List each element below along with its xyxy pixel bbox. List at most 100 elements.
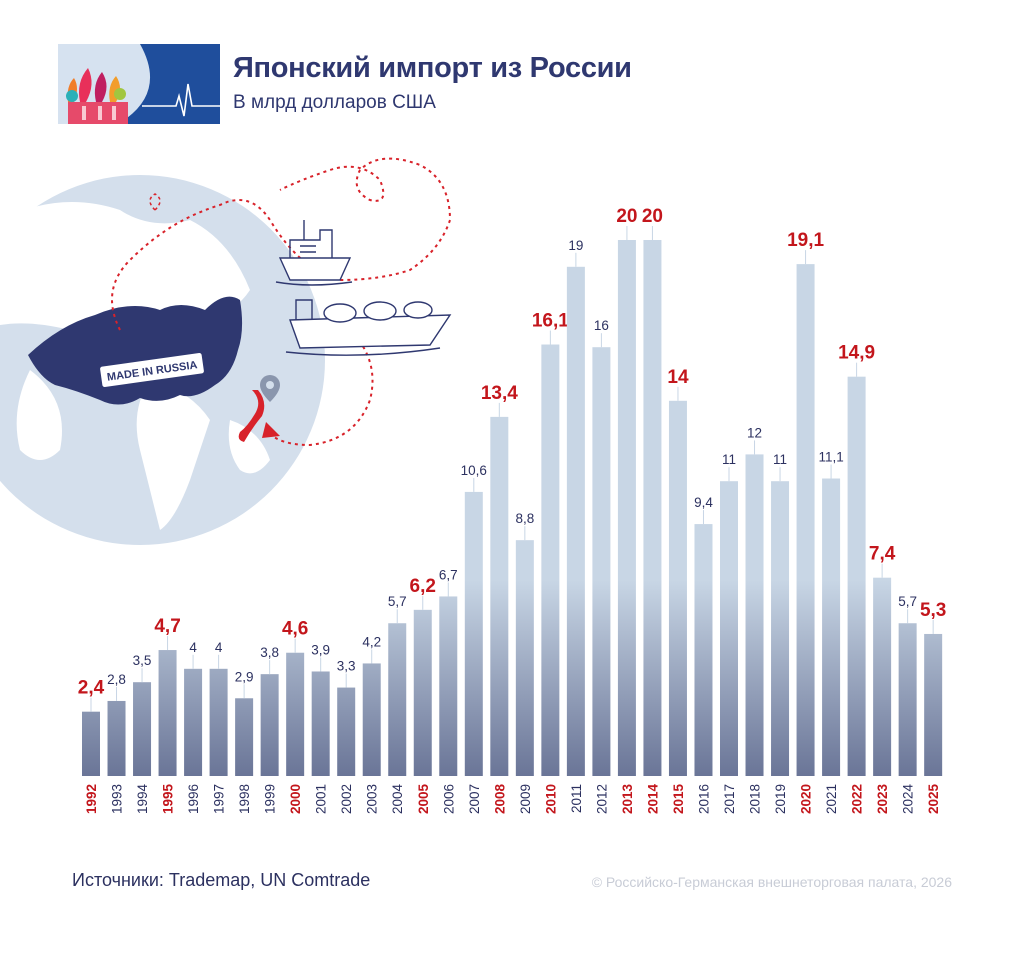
bar-2002 xyxy=(337,687,356,776)
globe-icon xyxy=(0,175,325,545)
bar-2022 xyxy=(847,376,866,776)
bar-1995 xyxy=(158,650,177,776)
year-label-2013: 2013 xyxy=(620,784,635,815)
value-label-2003: 4,2 xyxy=(362,634,381,649)
year-label-2012: 2012 xyxy=(594,784,609,814)
year-label-2005: 2005 xyxy=(416,784,431,815)
year-label-1996: 1996 xyxy=(186,784,201,814)
value-label-2002: 3,3 xyxy=(337,659,356,674)
year-label-2014: 2014 xyxy=(645,784,660,815)
value-label-1993: 2,8 xyxy=(107,672,126,687)
bar-2020 xyxy=(796,264,815,776)
year-label-1992: 1992 xyxy=(84,784,99,814)
value-label-2010: 16,1 xyxy=(532,311,569,332)
value-label-2008: 13,4 xyxy=(481,383,518,404)
value-label-2023: 7,4 xyxy=(869,544,896,565)
value-label-2024: 5,7 xyxy=(898,594,917,609)
bar-2005 xyxy=(413,609,432,776)
year-label-2024: 2024 xyxy=(901,784,916,815)
bar-2006 xyxy=(439,596,458,776)
value-label-1994: 3,5 xyxy=(133,653,152,668)
globe-illustration: MADE IN RUSSIA xyxy=(0,157,452,545)
year-label-1995: 1995 xyxy=(161,784,176,815)
bar-2021 xyxy=(822,478,841,776)
value-label-2007: 10,6 xyxy=(461,463,487,478)
bar-1997 xyxy=(209,668,228,776)
year-label-1994: 1994 xyxy=(135,784,150,815)
bar-1994 xyxy=(133,682,152,776)
bar-2017 xyxy=(720,481,738,776)
value-label-2013: 20 xyxy=(616,206,637,227)
value-label-2018: 12 xyxy=(747,425,762,440)
bar-1993 xyxy=(107,700,126,776)
cathedral-logo-icon xyxy=(58,44,220,124)
bar-2013 xyxy=(617,240,636,776)
value-label-1995: 4,7 xyxy=(154,616,180,637)
value-label-2005: 6,2 xyxy=(410,576,436,597)
bar-2011 xyxy=(566,266,585,776)
year-label-2006: 2006 xyxy=(441,784,456,814)
bar-2019 xyxy=(771,481,790,776)
lng-tanker-icon xyxy=(285,299,452,356)
value-label-2019: 11 xyxy=(773,452,787,467)
bar-2008 xyxy=(490,416,509,776)
value-label-2000: 4,6 xyxy=(282,619,308,640)
year-label-1993: 1993 xyxy=(110,784,125,814)
year-label-2016: 2016 xyxy=(696,784,711,814)
cargo-ship-icon xyxy=(275,220,353,286)
bar-2023 xyxy=(873,577,892,776)
value-label-2015: 14 xyxy=(667,367,689,388)
value-label-2001: 3,9 xyxy=(311,642,330,657)
bar-2001 xyxy=(311,671,330,776)
value-label-2004: 5,7 xyxy=(388,594,407,609)
year-label-2022: 2022 xyxy=(850,784,865,814)
value-label-2017: 11 xyxy=(722,452,736,467)
year-label-2000: 2000 xyxy=(288,784,303,814)
bar-2018 xyxy=(745,454,764,776)
year-label-2008: 2008 xyxy=(492,784,507,815)
value-label-2014: 20 xyxy=(642,206,663,227)
year-label-2015: 2015 xyxy=(671,784,686,815)
copyright-notice: © Российско-Германская внешнеторговая па… xyxy=(591,874,952,890)
bar-2015 xyxy=(668,400,687,776)
year-label-1999: 1999 xyxy=(263,784,278,814)
year-label-2011: 2011 xyxy=(569,784,584,813)
bar-2016 xyxy=(694,524,713,776)
page-subtitle: В млрд долларов США xyxy=(233,92,436,113)
value-label-2020: 19,1 xyxy=(787,230,824,251)
year-label-2007: 2007 xyxy=(467,784,482,814)
year-label-1998: 1998 xyxy=(237,784,252,814)
data-source: Источники: Trademap, UN Comtrade xyxy=(72,870,371,890)
bar-2009 xyxy=(515,540,534,776)
bar-2004 xyxy=(388,623,407,776)
year-label-2003: 2003 xyxy=(365,784,380,814)
bar-2012 xyxy=(592,347,611,776)
page-title: Японский импорт из России xyxy=(233,52,632,84)
year-label-2020: 2020 xyxy=(799,784,814,814)
year-label-2009: 2009 xyxy=(518,784,533,814)
value-label-1999: 3,8 xyxy=(260,645,279,660)
year-label-1997: 1997 xyxy=(212,784,227,814)
year-label-2018: 2018 xyxy=(748,784,763,814)
value-label-2016: 9,4 xyxy=(694,495,713,510)
bar-2000 xyxy=(286,652,305,776)
value-label-1996: 4 xyxy=(189,640,197,655)
value-label-1997: 4 xyxy=(215,640,223,655)
year-label-2021: 2021 xyxy=(824,784,839,814)
location-pin-icon xyxy=(260,375,280,402)
value-label-2012: 16 xyxy=(594,318,609,333)
value-label-2006: 6,7 xyxy=(439,567,458,582)
bar-1996 xyxy=(184,668,203,776)
value-label-2025: 5,3 xyxy=(920,600,946,621)
year-label-2025: 2025 xyxy=(926,784,941,815)
bar-1999 xyxy=(260,674,279,776)
year-label-2010: 2010 xyxy=(543,784,558,814)
bar-2003 xyxy=(362,663,381,776)
bar-2007 xyxy=(464,491,483,776)
bar-2024 xyxy=(898,623,917,776)
year-label-2001: 2001 xyxy=(314,784,329,814)
bar-1998 xyxy=(235,698,254,776)
value-label-2021: 11,1 xyxy=(818,450,843,465)
year-label-2004: 2004 xyxy=(390,784,405,815)
